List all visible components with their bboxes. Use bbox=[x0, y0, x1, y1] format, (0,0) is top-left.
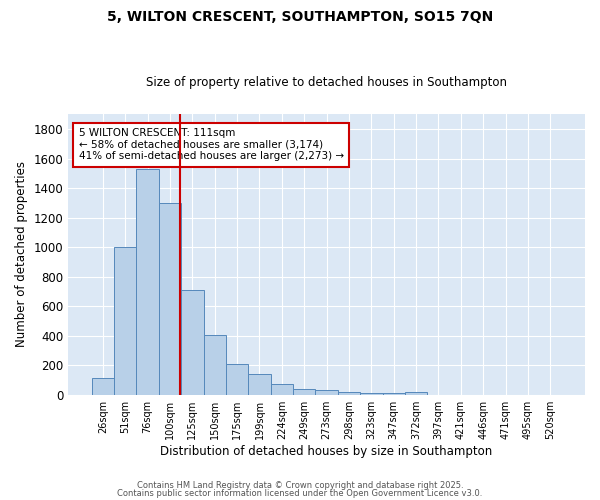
Bar bbox=[248, 374, 271, 394]
Bar bbox=[203, 335, 226, 394]
Bar bbox=[383, 393, 405, 394]
Bar bbox=[181, 290, 203, 395]
Y-axis label: Number of detached properties: Number of detached properties bbox=[15, 162, 28, 348]
Bar bbox=[92, 378, 114, 394]
Bar bbox=[159, 203, 181, 394]
Bar bbox=[293, 389, 316, 394]
Bar bbox=[405, 392, 427, 394]
Text: 5, WILTON CRESCENT, SOUTHAMPTON, SO15 7QN: 5, WILTON CRESCENT, SOUTHAMPTON, SO15 7Q… bbox=[107, 10, 493, 24]
Title: Size of property relative to detached houses in Southampton: Size of property relative to detached ho… bbox=[146, 76, 507, 90]
Text: Contains public sector information licensed under the Open Government Licence v3: Contains public sector information licen… bbox=[118, 488, 482, 498]
X-axis label: Distribution of detached houses by size in Southampton: Distribution of detached houses by size … bbox=[160, 444, 493, 458]
Text: Contains HM Land Registry data © Crown copyright and database right 2025.: Contains HM Land Registry data © Crown c… bbox=[137, 481, 463, 490]
Bar bbox=[226, 364, 248, 394]
Bar bbox=[360, 393, 383, 394]
Bar bbox=[136, 169, 159, 394]
Text: 5 WILTON CRESCENT: 111sqm
← 58% of detached houses are smaller (3,174)
41% of se: 5 WILTON CRESCENT: 111sqm ← 58% of detac… bbox=[79, 128, 344, 162]
Bar bbox=[271, 384, 293, 394]
Bar bbox=[338, 392, 360, 394]
Bar bbox=[114, 247, 136, 394]
Bar bbox=[316, 390, 338, 394]
